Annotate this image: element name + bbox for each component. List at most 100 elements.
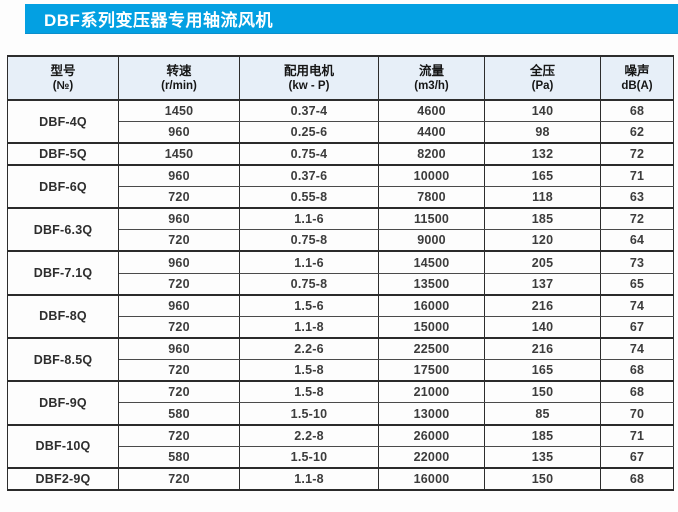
noise-cell: 65 [600,273,674,296]
motor-cell: 0.75-8 [239,273,379,296]
col-header-unit: (m3/h) [414,80,449,92]
noise-cell: 64 [600,229,674,253]
col-header-noise: 噪声 dB(A) [600,56,674,101]
flow-cell: 14500 [378,251,485,274]
speed-cell: 960 [118,121,240,145]
pressure-cell: 98 [484,121,601,145]
col-header-label: 型号 [50,64,76,78]
speed-cell: 720 [118,359,240,383]
col-header-label: 流量 [418,64,444,78]
speed-cell: 580 [118,402,240,426]
flow-cell: 17500 [378,359,485,383]
flow-cell: 11500 [378,208,485,231]
speed-cell: 720 [118,316,240,340]
col-header-label: 全压 [529,64,555,78]
table-row: DBF-6.3Q 960 1.1-6 11500 185 72 [7,208,674,253]
flow-cell: 21000 [378,381,485,404]
col-header-speed: 转速 (r/min) [118,56,240,101]
speed-cell: 960 [118,294,240,317]
pressure-cell: 216 [484,294,601,317]
col-header-model: 型号 (№) [7,56,119,101]
speed-cell: 720 [118,424,240,447]
pressure-cell: 185 [484,424,601,447]
motor-cell: 1.5-8 [239,381,379,404]
noise-cell: 68 [600,100,674,123]
model-cell: DBF-8.5Q [7,338,119,383]
table-row: 960 0.25-6 4400 98 62 [8,121,674,145]
motor-cell: 0.75-4 [239,143,379,166]
speed-cell: 720 [118,186,240,210]
flow-cell: 4400 [378,121,485,145]
pressure-cell: 118 [484,186,601,210]
table-row: DBF-8Q 960 1.5-6 16000 216 74 [7,294,674,340]
pressure-cell: 185 [484,208,601,231]
pressure-cell: 135 [484,446,601,469]
noise-cell: 63 [600,186,674,210]
speed-cell: 720 [118,381,240,404]
speed-cell: 720 [118,273,240,296]
speed-cell: 960 [118,251,240,274]
table-row: 720 1.1-8 15000 140 67 [8,316,674,340]
noise-cell: 68 [600,359,674,383]
model-cell: DBF-7.1Q [7,251,119,296]
col-header-label: 配用电机 [283,64,334,78]
pressure-cell: 205 [484,251,601,274]
model-cell: DBF-6Q [7,164,119,210]
flow-cell: 4600 [378,100,485,123]
table-row: 720 0.75-8 9000 120 64 [8,229,674,253]
motor-cell: 1.1-8 [239,467,379,491]
model-cell: DBF-10Q [7,424,119,469]
table-row: 720 1.5-8 17500 165 68 [8,359,674,383]
model-cell: DBF-5Q [7,143,119,166]
motor-cell: 0.37-4 [239,100,379,123]
pressure-cell: 137 [484,273,601,296]
motor-cell: 0.55-8 [239,186,379,210]
flow-cell: 16000 [378,467,485,491]
col-header-motor: 配用电机 (kw - P) [239,56,379,101]
noise-cell: 71 [600,164,674,188]
noise-cell: 72 [600,208,674,231]
spec-table-header: 型号 (№) 转速 (r/min) 配用电机 (kw - P) 流量 (m3/h… [7,56,674,101]
spec-table: 型号 (№) 转速 (r/min) 配用电机 (kw - P) 流量 (m3/h… [7,55,674,491]
model-cell: DBF-9Q [7,381,119,426]
motor-cell: 1.1-6 [239,208,379,231]
speed-cell: 720 [118,229,240,253]
speed-cell: 720 [118,467,240,491]
table-row: 720 0.55-8 7800 118 63 [8,186,674,210]
noise-cell: 71 [600,424,674,447]
flow-cell: 7800 [378,186,485,210]
flow-cell: 10000 [378,164,485,188]
col-header-label: 噪声 [624,64,650,78]
noise-cell: 68 [600,467,674,491]
col-header-unit: (r/min) [161,80,197,92]
motor-cell: 0.37-6 [239,164,379,188]
noise-cell: 74 [600,338,674,361]
table-row: DBF2-9Q 720 1.1-8 16000 150 68 [7,467,674,491]
header-row: 型号 (№) 转速 (r/min) 配用电机 (kw - P) 流量 (m3/h… [7,56,674,101]
motor-cell: 1.5-10 [239,446,379,469]
flow-cell: 13000 [378,402,485,426]
speed-cell: 580 [118,446,240,469]
noise-cell: 74 [600,294,674,317]
noise-cell: 73 [600,251,674,274]
page-title: DBF系列变压器专用轴流风机 [44,11,273,30]
col-header-label: 转速 [166,64,192,78]
table-row: 580 1.5-10 22000 135 67 [8,446,674,469]
motor-cell: 1.1-6 [239,251,379,274]
speed-cell: 1450 [118,100,240,123]
model-cell: DBF-6.3Q [7,208,119,253]
col-header-flow: 流量 (m3/h) [378,56,485,101]
model-cell: DBF2-9Q [7,467,119,491]
pressure-cell: 132 [484,143,601,166]
speed-cell: 1450 [118,143,240,166]
flow-cell: 15000 [378,316,485,340]
motor-cell: 1.5-10 [239,402,379,426]
spec-table-container: 型号 (№) 转速 (r/min) 配用电机 (kw - P) 流量 (m3/h… [7,55,674,491]
model-cell: DBF-8Q [7,294,119,340]
noise-cell: 68 [600,381,674,404]
noise-cell: 67 [600,316,674,340]
pressure-cell: 150 [484,381,601,404]
noise-cell: 67 [600,446,674,469]
noise-cell: 70 [600,402,674,426]
motor-cell: 1.5-6 [239,294,379,317]
